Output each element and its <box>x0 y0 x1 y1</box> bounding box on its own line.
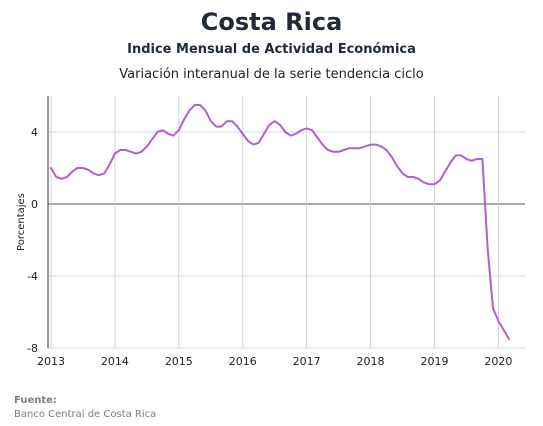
y-tick-label: -8 <box>27 342 38 355</box>
x-tick-label: 2020 <box>484 355 512 368</box>
chart-subtitle: Indice Mensual de Actividad Económica <box>127 42 416 57</box>
chart-title: Costa Rica <box>200 8 343 36</box>
source-text: Banco Central de Costa Rica <box>14 409 157 420</box>
x-tick-label: 2017 <box>293 355 321 368</box>
source-label: Fuente: <box>14 395 57 406</box>
chart-caption: Variación interanual de la serie tendenc… <box>119 67 424 82</box>
y-tick-label: -4 <box>27 270 38 283</box>
y-axis-label: Porcentajes <box>16 193 27 251</box>
x-tick-label: 2014 <box>101 355 129 368</box>
x-tick-label: 2013 <box>37 355 65 368</box>
series-line <box>50 104 510 340</box>
y-tick-label: 4 <box>31 126 38 139</box>
x-tick-label: 2019 <box>420 355 448 368</box>
x-tick-label: 2018 <box>357 355 385 368</box>
y-tick-label: 0 <box>31 198 38 211</box>
x-tick-label: 2016 <box>229 355 257 368</box>
x-tick-label: 2015 <box>165 355 193 368</box>
